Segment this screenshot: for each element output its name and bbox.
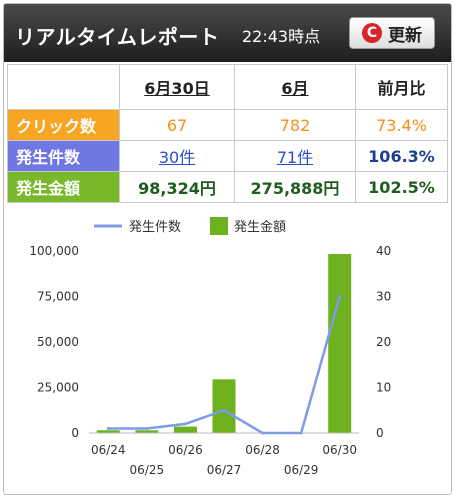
- x-tick-label: 06/25: [130, 463, 165, 477]
- point-count-06/25: [145, 426, 149, 430]
- point-count-06/26: [183, 422, 187, 426]
- point-count-06/28: [261, 431, 265, 435]
- row-label-clicks: クリック数: [7, 109, 120, 141]
- point-count-06/29: [299, 431, 303, 435]
- refresh-button[interactable]: C 更新: [349, 17, 435, 49]
- bar-amount-06/24: [96, 430, 120, 433]
- bar-amount-06/26: [173, 426, 197, 433]
- y-right-tick-label: 40: [376, 244, 391, 258]
- row-label-amount: 発生金額: [7, 171, 120, 203]
- table-corner: [7, 64, 120, 110]
- x-tick-label: 06/27: [207, 463, 242, 477]
- col-header-month[interactable]: 6月: [234, 64, 356, 110]
- x-tick-label: 06/24: [91, 443, 126, 457]
- summary-table: 6月30日 6月 前月比 クリック数 67 782 73.4% 発生件数 30件…: [7, 64, 448, 203]
- clicks-ratio-value: 73.4%: [355, 109, 448, 141]
- x-tick-label: 06/26: [168, 443, 203, 457]
- bar-amount-06/27: [212, 379, 236, 433]
- count-ratio-value: 106.3%: [355, 140, 448, 172]
- legend-label-count: 発生件数: [129, 220, 181, 235]
- legend-label-amount: 発生金額: [234, 219, 286, 235]
- count-day-link[interactable]: 30件: [158, 148, 196, 167]
- report-header: リアルタイムレポート 22:43時点 C 更新: [4, 4, 451, 62]
- y-left-tick-label: 25,000: [37, 381, 79, 395]
- amount-month-value: 275,888円: [234, 171, 356, 203]
- col-header-ratio: 前月比: [355, 64, 448, 110]
- count-month-link[interactable]: 71件: [276, 148, 314, 167]
- report-timestamp: 22:43時点: [242, 27, 321, 46]
- bar-amount-06/30: [328, 254, 352, 433]
- table-row: クリック数 67 782 73.4%: [7, 109, 448, 141]
- table-row: 発生件数 30件 71件 106.3%: [7, 140, 448, 172]
- point-count-06/24: [106, 426, 110, 430]
- point-count-06/27: [222, 408, 226, 412]
- x-tick-label: 06/30: [322, 443, 357, 457]
- legend-bar-swatch: [210, 217, 228, 235]
- y-left-tick-label: 100,000: [29, 244, 79, 258]
- y-right-tick-label: 0: [376, 426, 384, 440]
- table-header-row: 6月30日 6月 前月比: [7, 64, 448, 110]
- x-tick-label: 06/28: [245, 443, 280, 457]
- clicks-month-value: 782: [234, 109, 356, 141]
- point-count-06/30: [338, 295, 342, 298]
- y-left-tick-label: 50,000: [37, 335, 79, 349]
- y-left-tick-label: 0: [71, 426, 79, 440]
- y-right-tick-label: 10: [376, 381, 391, 395]
- report-title: リアルタイムレポート: [15, 25, 220, 49]
- daily-chart: 発生件数 発生金額 0 25,000 50,000 75,000 100,000 0 10 20 3…: [29, 217, 391, 477]
- x-tick-label: 06/29: [284, 463, 319, 477]
- row-label-count: 発生件数: [7, 140, 120, 172]
- amount-day-value: 98,324円: [119, 171, 235, 203]
- count-day-cell: 30件: [119, 140, 235, 172]
- col-header-day[interactable]: 6月30日: [119, 64, 235, 110]
- y-right-tick-label: 20: [376, 335, 391, 349]
- refresh-label: 更新: [388, 25, 422, 46]
- amount-ratio-value: 102.5%: [355, 171, 448, 203]
- refresh-icon: C: [362, 23, 382, 43]
- realtime-report-widget: リアルタイムレポート 22:43時点 C 更新 6月30日 6月 前月比 クリッ…: [3, 3, 452, 495]
- bar-amount-06/25: [135, 430, 159, 433]
- clicks-day-value: 67: [119, 109, 235, 141]
- table-row: 発生金額 98,324円 275,888円 102.5%: [7, 171, 448, 203]
- y-left-tick-label: 75,000: [37, 290, 79, 304]
- count-month-cell: 71件: [234, 140, 356, 172]
- y-right-tick-label: 30: [376, 290, 391, 304]
